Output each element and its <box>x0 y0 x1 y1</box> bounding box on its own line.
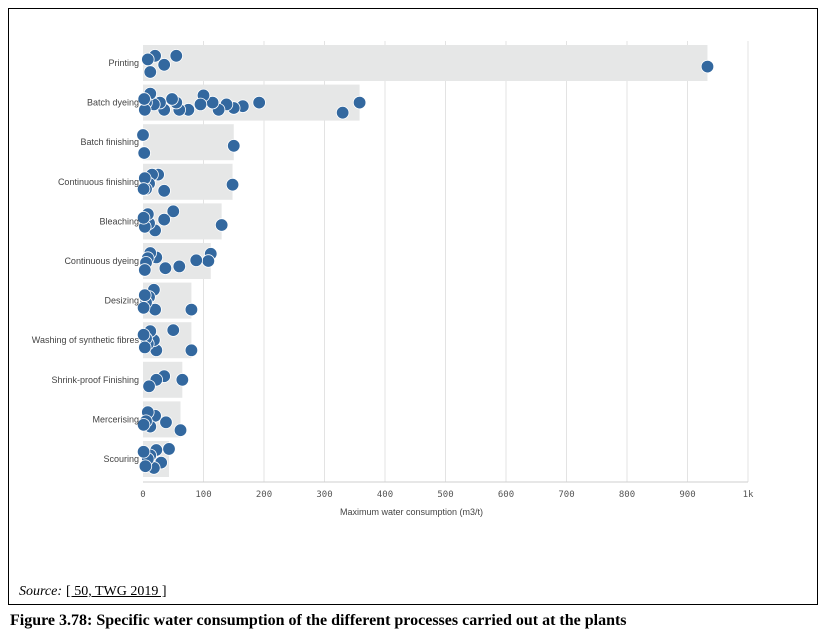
data-point <box>166 323 180 337</box>
category-label: Desizing <box>104 296 139 306</box>
bar <box>143 124 234 161</box>
x-tick-label: 1k <box>743 490 754 500</box>
source-label: Source: <box>19 584 63 599</box>
category-label: Washing of synthetic fibres <box>32 335 140 345</box>
source-note: Source:[ 50, TWG 2019 ] <box>19 584 166 600</box>
data-point <box>157 212 171 227</box>
data-point <box>136 328 151 342</box>
data-point <box>169 49 183 63</box>
data-point <box>184 343 199 357</box>
data-point <box>143 65 157 79</box>
x-tick-label: 300 <box>316 490 332 500</box>
data-point <box>173 423 188 437</box>
data-point <box>157 58 171 72</box>
x-tick-label: 700 <box>558 490 574 500</box>
data-point <box>193 97 208 112</box>
data-point <box>700 59 715 74</box>
data-point <box>137 92 151 106</box>
data-point <box>214 218 229 232</box>
data-point <box>141 52 155 67</box>
category-label: Scouring <box>103 454 139 464</box>
data-point <box>172 259 187 274</box>
data-point <box>136 128 150 142</box>
bar <box>143 45 708 81</box>
data-point <box>159 415 173 429</box>
x-tick-label: 500 <box>437 490 453 500</box>
data-point <box>138 459 153 473</box>
data-point <box>162 442 176 456</box>
category-label: Bleaching <box>99 216 139 226</box>
x-axis-label: Maximum water consumption (m3/t) <box>340 507 483 517</box>
data-point <box>136 182 151 196</box>
data-point <box>225 177 240 192</box>
data-point <box>136 445 151 459</box>
figure-caption: Figure 3.78: Specific water consumption … <box>10 612 627 629</box>
x-tick-label: 800 <box>619 490 635 500</box>
category-label: Continuous finishing <box>58 177 139 187</box>
data-point <box>189 253 203 267</box>
x-tick-label: 0 <box>140 490 145 500</box>
data-point <box>227 139 241 153</box>
data-point <box>166 204 180 219</box>
data-point <box>335 105 350 120</box>
data-point <box>201 254 216 268</box>
x-tick-label: 400 <box>377 490 393 500</box>
chart: Printing Batch dyeing Batch finishing Conti… <box>32 41 754 517</box>
category-label: Shrink-proof Finishing <box>51 375 139 385</box>
category-labels: Printing Batch dyeing Batch finishing Conti… <box>32 58 140 464</box>
data-point <box>137 146 151 160</box>
x-tick-label: 200 <box>256 490 272 500</box>
x-tick-labels: 0 100 200 300 400 500 600 700 800 900 1k <box>140 490 754 500</box>
x-tick-label: 600 <box>498 490 514 500</box>
figure-frame: Printing Batch dyeing Batch finishing Conti… <box>8 8 818 605</box>
category-label: Printing <box>108 58 139 68</box>
data-point <box>136 301 151 315</box>
data-points <box>136 49 715 475</box>
data-point <box>252 95 266 110</box>
data-point <box>136 211 151 225</box>
data-point <box>157 184 171 198</box>
category-label: Continuous dyeing <box>64 256 139 266</box>
data-point <box>184 302 199 317</box>
source-reference-link[interactable]: [ 50, TWG 2019 ] <box>66 584 167 599</box>
data-point <box>165 92 179 106</box>
data-point <box>136 418 151 432</box>
category-label: Mercerising <box>92 414 139 424</box>
data-point <box>158 261 173 275</box>
data-point <box>175 373 190 387</box>
data-point <box>138 288 152 302</box>
x-tick-label: 100 <box>195 490 211 500</box>
data-point <box>138 340 152 355</box>
category-label: Batch finishing <box>80 137 139 147</box>
data-point <box>138 263 152 277</box>
data-point <box>142 379 156 393</box>
x-tick-label: 900 <box>679 490 695 500</box>
data-point <box>352 95 367 110</box>
category-label: Batch dyeing <box>87 98 139 108</box>
